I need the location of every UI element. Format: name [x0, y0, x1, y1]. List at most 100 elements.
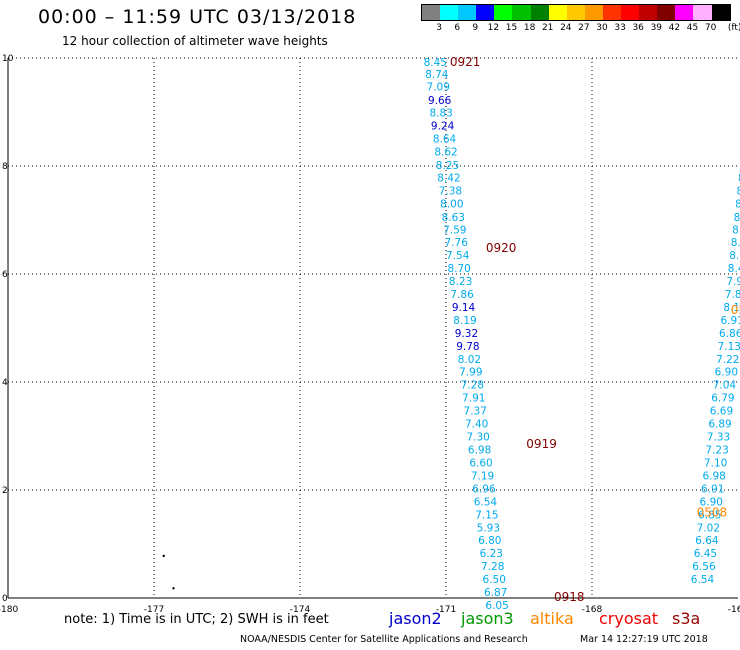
wave-height-value: 8.00 [440, 198, 463, 210]
wave-height-value: 7.19 [471, 470, 494, 482]
wave-height-value: 6.69 [710, 406, 733, 418]
wave-height-value: 5.93 [477, 522, 500, 534]
legend-swatch [476, 5, 495, 20]
mission-jason2: jason2 [389, 609, 442, 628]
pass-time-label: 0920 [486, 241, 517, 255]
wave-height-value: 7.22 [716, 354, 739, 366]
wave-height-value: 8.68 [729, 250, 740, 262]
wave-height-value: 6.85 [698, 509, 721, 521]
wave-height-value: 9.32 [455, 328, 478, 340]
wave-height-value: 8.02 [458, 354, 481, 366]
x-tick-label: -171 [436, 605, 456, 615]
wave-height-value: 7.33 [707, 432, 730, 444]
legend-swatch [566, 5, 585, 20]
wave-height-value: 8.23 [449, 276, 472, 288]
wave-height-value: 8.62 [434, 146, 457, 158]
wave-height-value: 6.60 [469, 457, 492, 469]
wave-height-value: 6.50 [483, 574, 506, 586]
wave-height-value: 6.90 [700, 496, 723, 508]
wave-height-value: 8.70 [447, 263, 470, 275]
legend-label: 18 [523, 23, 536, 33]
wave-height-value: 8.43 [735, 198, 740, 210]
legend-swatch [458, 5, 477, 20]
wave-height-value: 8.60 [734, 212, 740, 224]
legend-label: 9 [472, 23, 479, 33]
wave-height-value: 6.86 [719, 328, 740, 340]
wave-height-value: 9.14 [452, 302, 476, 314]
legend-label: 21 [541, 23, 554, 33]
y-tick-label: 0 [2, 594, 8, 604]
legend-label: 24 [560, 23, 572, 33]
stray-point [172, 587, 175, 590]
x-tick-label: -168 [582, 605, 603, 615]
legend-label: 70 [704, 23, 717, 33]
wave-height-value: 7.28 [481, 561, 504, 573]
legend-swatch [693, 5, 712, 20]
pass-time-label: 050 [731, 303, 740, 317]
wave-height-value: 7.28 [461, 380, 484, 392]
legend-label: 3 [436, 23, 442, 33]
wave-height-value: 8.25 [436, 160, 459, 172]
wave-height-value: 7.59 [443, 225, 466, 237]
y-tick-label: 6 [2, 270, 8, 280]
wave-height-value: 6.87 [484, 587, 507, 599]
wave-height-value: 6.54 [474, 496, 498, 508]
pass-time-label: 0921 [450, 55, 481, 69]
wave-height-value: 7.76 [445, 237, 469, 249]
y-tick-label: 2 [2, 486, 8, 496]
wave-height-value: 7.10 [704, 457, 727, 469]
footer-credit: NOAA/NESDIS Center for Satellite Applica… [240, 634, 528, 645]
wave-height-value: 6.91 [720, 315, 740, 327]
legend-swatch [530, 5, 549, 20]
wave-height-value: 8.44 [728, 263, 740, 275]
wave-height-value: 6.98 [702, 470, 725, 482]
wave-height-value: 8.08 [737, 185, 740, 197]
wave-height-value: 7.86 [450, 289, 474, 301]
wave-height-value: 7.80 [725, 289, 740, 301]
wave-height-value: 7.02 [697, 522, 720, 534]
pass-time-label: 0919 [526, 437, 557, 451]
y-tick-label: 10 [2, 54, 14, 64]
wave-height-value: 7.15 [475, 509, 498, 521]
wave-height-value: 7.40 [465, 419, 488, 431]
wave-height-value: 6.56 [692, 561, 716, 573]
x-tick-label: -177 [144, 605, 164, 615]
wave-height-value: 8.46 [731, 237, 740, 249]
legend-label: 12 [487, 23, 500, 33]
y-tick-label: 8 [2, 162, 8, 172]
wave-height-value: 7.23 [705, 445, 728, 457]
legend-swatch [621, 5, 640, 20]
legend-swatch [548, 5, 567, 20]
legend-label: 30 [596, 23, 608, 33]
legend-label: (ft) [727, 23, 740, 33]
wave-height-value: 7.98 [726, 276, 740, 288]
legend-swatch [494, 5, 513, 20]
legend-label: 36 [632, 23, 644, 33]
legend-swatch [711, 5, 730, 20]
legend-label: 45 [686, 23, 699, 33]
legend-swatch [675, 5, 694, 20]
legend-label: 33 [614, 23, 626, 33]
mission-s3a: s3a [672, 609, 701, 628]
wave-height-value: 7.54 [446, 250, 470, 262]
wave-height-value: 7.91 [462, 393, 485, 405]
legend-label: 15 [505, 23, 518, 33]
legend-swatch [602, 5, 622, 20]
legend-swatch [512, 5, 531, 20]
wave-height-value: 8.45 [424, 57, 447, 69]
legend-label: 27 [578, 23, 590, 33]
wave-height-value: 6.80 [478, 535, 501, 547]
x-tick-label: -174 [290, 605, 311, 615]
wave-height-value: 8.61 [732, 225, 740, 237]
wave-height-value: 6.23 [480, 548, 503, 560]
stray-point [162, 554, 165, 558]
wave-height-value: 8.19 [453, 315, 476, 327]
page-title: 00:00 – 11:59 UTC 03/13/2018 [38, 6, 357, 28]
legend-label: 42 [668, 23, 681, 33]
wave-height-value: 7.30 [466, 432, 489, 444]
pass-time-label: 0508 [697, 506, 728, 520]
wave-height-value: 8.42 [437, 172, 460, 184]
